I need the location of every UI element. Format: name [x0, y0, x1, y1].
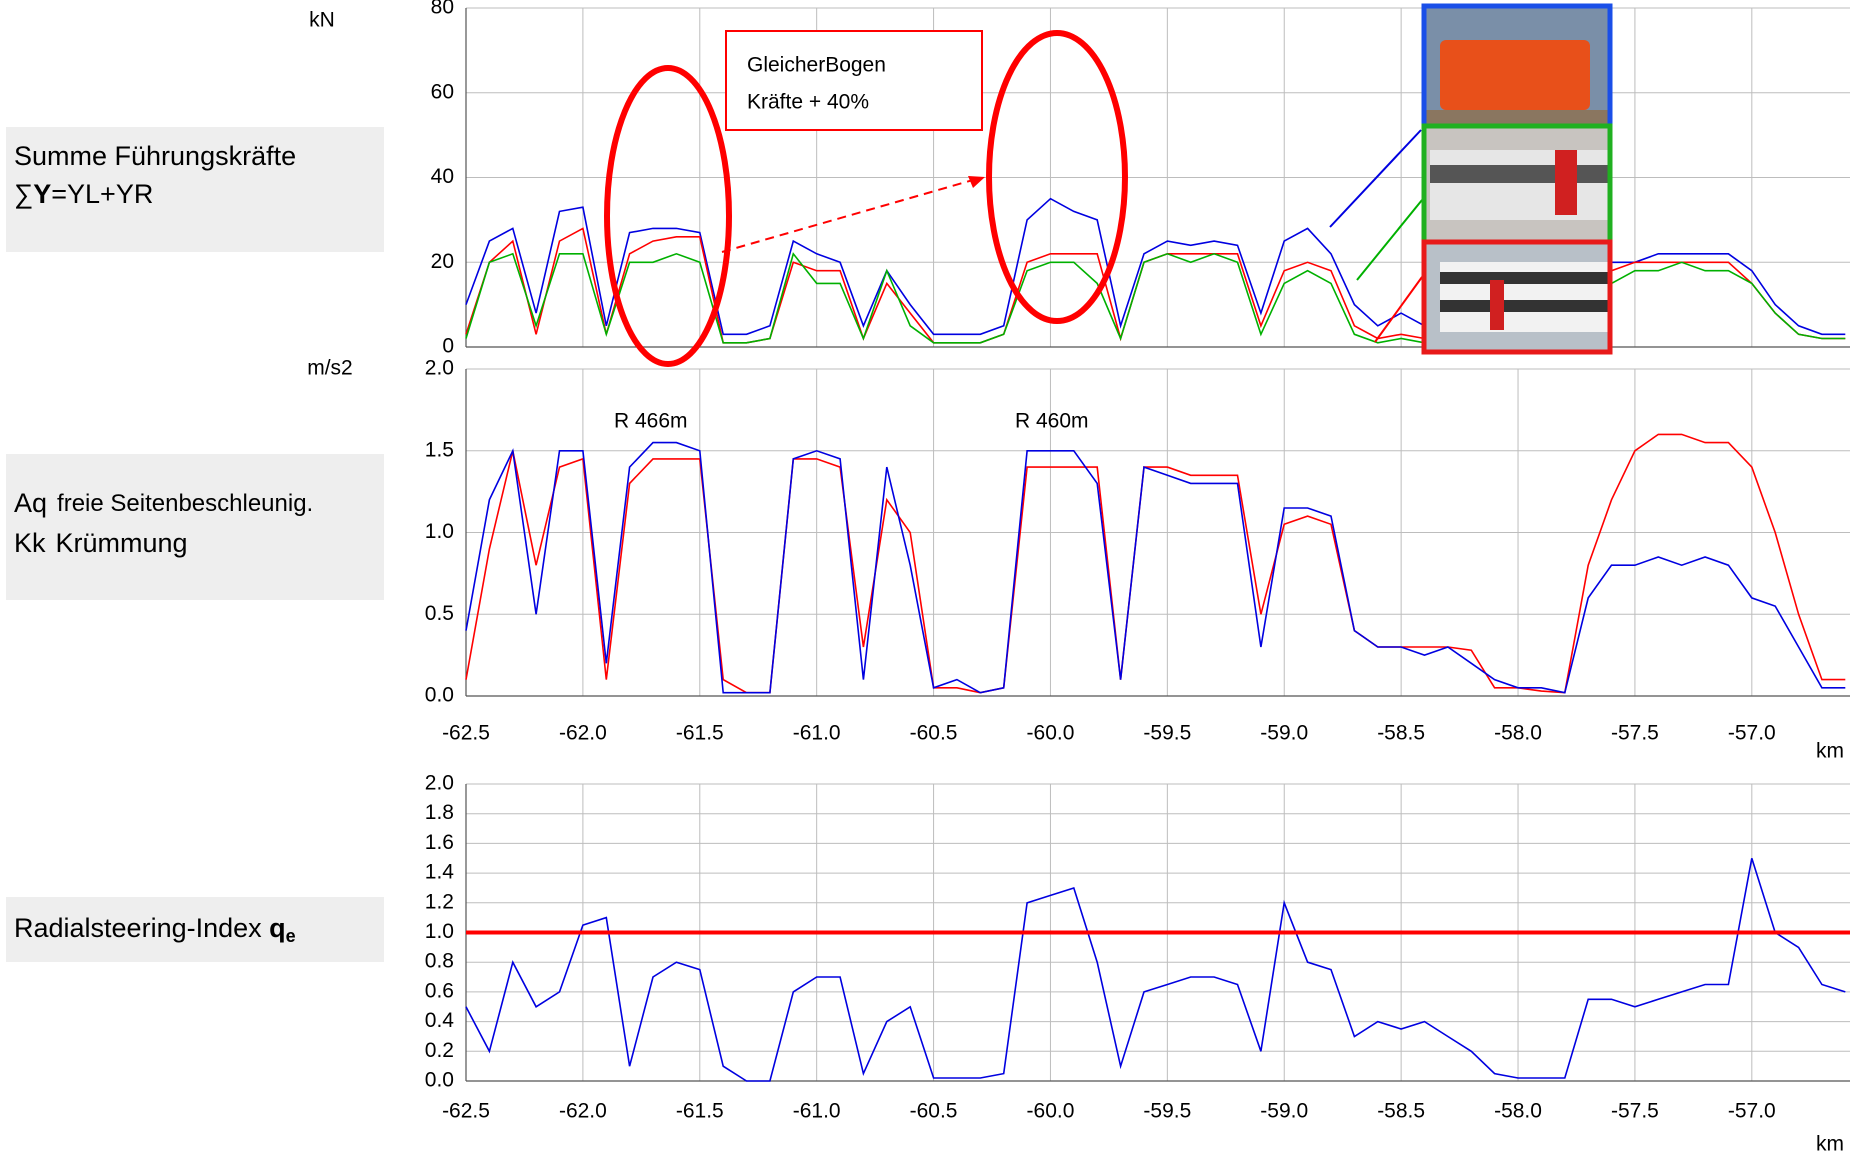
photo-windows	[1430, 165, 1608, 183]
annotation: R 466m	[614, 410, 688, 433]
x-tick-label: -61.0	[793, 1100, 841, 1123]
x-tick-label: -58.0	[1494, 1100, 1542, 1123]
arrow	[721, 177, 981, 253]
arrow-head	[968, 176, 985, 188]
annotation: GleicherBogen	[747, 54, 886, 77]
x-tick-label: -62.0	[559, 1100, 607, 1123]
annotation-box	[725, 30, 983, 131]
side-label: Aq	[14, 488, 47, 518]
charts: 0 20 40 60 80 kN 0.0 0.5 1.0 1.5 2.0 -62.5 -62.0 -61.…	[307, 0, 1850, 1155]
series-line	[465, 227, 1846, 344]
x-tick-label: -60.0	[1027, 1100, 1075, 1123]
overlay: GleicherBogen Kräfte + 40% R 466m R 460m	[604, 3, 1613, 433]
photo-door	[1555, 150, 1577, 215]
side-label: freie Seitenbeschleunig.	[57, 490, 313, 517]
annotation: R 460m	[1015, 410, 1089, 433]
highlight-ellipse	[604, 65, 732, 367]
y-tick-label: 1.5	[425, 438, 454, 461]
side-label: ∑Y=YL+YR	[14, 179, 153, 209]
x-tick-label: -57.0	[1728, 722, 1776, 745]
y-tick-label: 80	[431, 0, 454, 19]
side-label: Summe Führungskräfte	[14, 141, 296, 171]
side-label: Y	[33, 179, 51, 209]
series-line	[465, 433, 1846, 694]
y-tick-label: 0.0	[425, 684, 454, 707]
y-tick-label: 0.6	[425, 979, 454, 1002]
side-label: Kk	[14, 528, 46, 558]
photo-coach	[1430, 150, 1608, 220]
side-label: ∑	[14, 179, 33, 209]
x-tick-label: -57.5	[1611, 1100, 1659, 1123]
y-tick-label: 0.0	[425, 1069, 454, 1092]
y-tick-label: 20	[431, 250, 454, 273]
y-axis-label: m/s2	[307, 357, 353, 380]
x-axis-label: km	[1816, 740, 1844, 763]
series-line	[465, 197, 1846, 340]
y-tick-label: 0	[442, 335, 454, 358]
y-tick-label: 40	[431, 165, 454, 188]
y-tick-label: 2.0	[425, 772, 454, 795]
label-box	[6, 127, 384, 252]
x-tick-label: -59.5	[1143, 1100, 1191, 1123]
side-label: q	[269, 913, 286, 943]
photo-frame	[1421, 239, 1613, 355]
series-line	[465, 858, 1846, 1082]
series-line	[465, 252, 1846, 344]
x-tick-label: -58.0	[1494, 722, 1542, 745]
y-tick-label: 60	[431, 80, 454, 103]
label-box	[6, 897, 384, 962]
photo-windows	[1440, 300, 1608, 312]
y-tick-label: 1.0	[425, 920, 454, 943]
y-tick-label: 1.4	[425, 861, 455, 884]
x-tick-label: -62.5	[442, 1100, 490, 1123]
x-tick-label: -61.5	[676, 722, 724, 745]
x-tick-label: -60.5	[910, 1100, 958, 1123]
y-tick-label: 1.2	[425, 890, 454, 913]
series-line	[465, 441, 1846, 694]
y-tick-label: 1.0	[425, 520, 454, 543]
label-box	[6, 454, 384, 600]
y-tick-label: 0.8	[425, 950, 454, 973]
side-label: Radialsteering-Index	[14, 913, 269, 943]
x-tick-label: -57.5	[1611, 722, 1659, 745]
x-tick-label: -58.5	[1377, 1100, 1425, 1123]
x-tick-label: -61.5	[676, 1100, 724, 1123]
photo-windows	[1440, 272, 1608, 284]
connector	[1374, 276, 1423, 343]
y-tick-label: 0.5	[425, 602, 454, 625]
y-tick-label: 1.6	[425, 831, 454, 854]
connector	[1356, 199, 1423, 281]
x-tick-label: -61.0	[793, 722, 841, 745]
side-label: Aq freie Seitenbeschleunig.	[14, 488, 313, 518]
photo-loco	[1440, 40, 1590, 110]
photo-door	[1490, 280, 1504, 330]
x-tick-label: -58.5	[1377, 722, 1425, 745]
side-label: =YL+YR	[51, 179, 153, 209]
x-tick-label: -59.5	[1143, 722, 1191, 745]
x-tick-label: -59.0	[1260, 1100, 1308, 1123]
y-tick-label: 0.2	[425, 1039, 454, 1062]
photo-ground	[1426, 110, 1608, 124]
x-tick-label: -62.5	[442, 722, 490, 745]
x-tick-label: -60.5	[910, 722, 958, 745]
y-tick-label: 2.0	[425, 357, 454, 380]
x-tick-label: -59.0	[1260, 722, 1308, 745]
x-axis-label: km	[1816, 1133, 1844, 1155]
side-label: e	[286, 926, 296, 946]
y-tick-label: 1.8	[425, 801, 454, 824]
highlight-ellipse	[986, 30, 1128, 324]
y-tick-label: 0.4	[425, 1009, 455, 1032]
side-label: Radialsteering-Index qe	[14, 913, 296, 946]
y-axis-label: kN	[309, 9, 335, 32]
connector	[1329, 129, 1422, 228]
side-label: Krümmung	[56, 528, 188, 558]
annotation: Kräfte + 40%	[747, 91, 869, 114]
side-label: Kk Krümmung	[14, 528, 188, 558]
x-tick-label: -60.0	[1027, 722, 1075, 745]
x-tick-label: -57.0	[1728, 1100, 1776, 1123]
x-tick-label: -62.0	[559, 722, 607, 745]
